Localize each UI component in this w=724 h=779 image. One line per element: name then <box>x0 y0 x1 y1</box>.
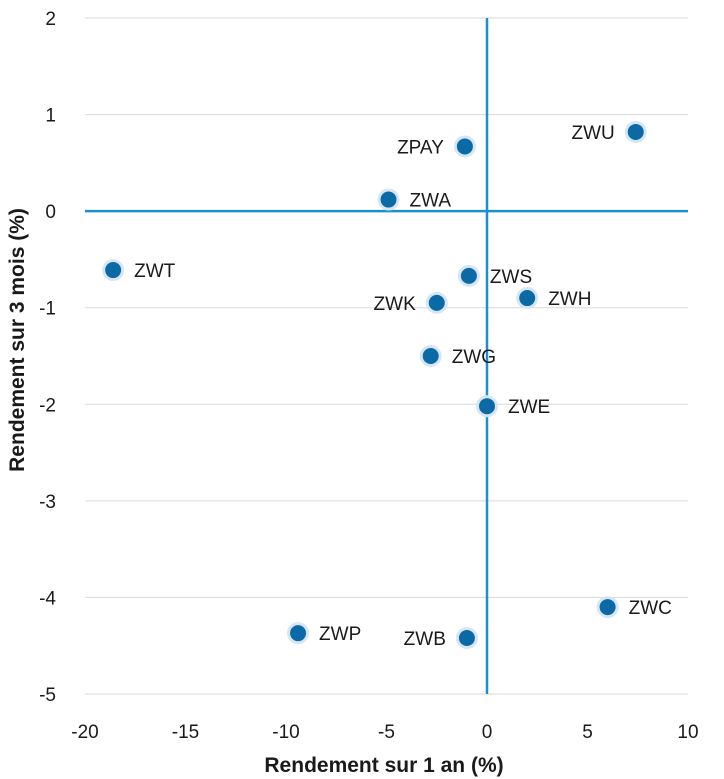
data-point <box>458 629 475 646</box>
data-point <box>422 348 439 364</box>
data-point <box>380 191 397 208</box>
point-label: ZWG <box>452 347 496 368</box>
x-tick-label: -20 <box>71 722 98 743</box>
data-point <box>479 398 495 415</box>
point-labels: ZWU ZPAY ZWA ZWT ZWS ZWH ZWK ZWG ZWE ZWC ZWP ZWB <box>134 123 672 650</box>
y-tick-label: -5 <box>39 685 56 706</box>
x-tick-label: 0 <box>482 722 493 743</box>
point-label: ZWE <box>508 397 550 418</box>
point-label: ZWK <box>374 294 417 315</box>
point-label: ZWU <box>571 123 614 144</box>
point-label: ZPAY <box>397 137 444 158</box>
data-point <box>460 267 477 284</box>
data-point <box>599 599 616 616</box>
x-tick-label: -10 <box>272 722 299 743</box>
data-point <box>456 138 473 155</box>
point-label: ZWH <box>548 289 591 310</box>
point-label: ZWA <box>410 191 452 212</box>
y-tick-label: -1 <box>39 299 56 320</box>
data-point <box>519 290 536 307</box>
point-label: ZWT <box>134 261 176 282</box>
y-tick-label: -2 <box>39 395 56 416</box>
zero-lines <box>85 18 688 694</box>
y-tick-label: -3 <box>39 492 56 513</box>
point-label: ZWP <box>319 624 361 645</box>
data-points <box>102 120 647 649</box>
x-tick-label: 5 <box>582 722 593 743</box>
y-tick-label: 1 <box>45 106 56 127</box>
x-tick-label: 10 <box>677 722 698 743</box>
y-tick-label: 0 <box>45 202 56 223</box>
point-label: ZWS <box>490 267 532 288</box>
point-label: ZWC <box>629 598 672 619</box>
x-tick-label: -5 <box>378 722 395 743</box>
data-point <box>428 294 445 311</box>
y-tick-label: 2 <box>45 9 56 30</box>
y-axis-title: Rendement sur 3 mois (%) <box>6 208 29 472</box>
data-point <box>627 123 644 140</box>
y-tick-label: -4 <box>39 588 56 609</box>
gridlines <box>85 17 688 695</box>
point-label: ZWB <box>404 629 446 650</box>
x-tick-label: -15 <box>172 722 199 743</box>
data-point <box>105 262 122 279</box>
data-point <box>290 625 307 642</box>
x-axis-title: Rendement sur 1 an (%) <box>264 754 503 777</box>
